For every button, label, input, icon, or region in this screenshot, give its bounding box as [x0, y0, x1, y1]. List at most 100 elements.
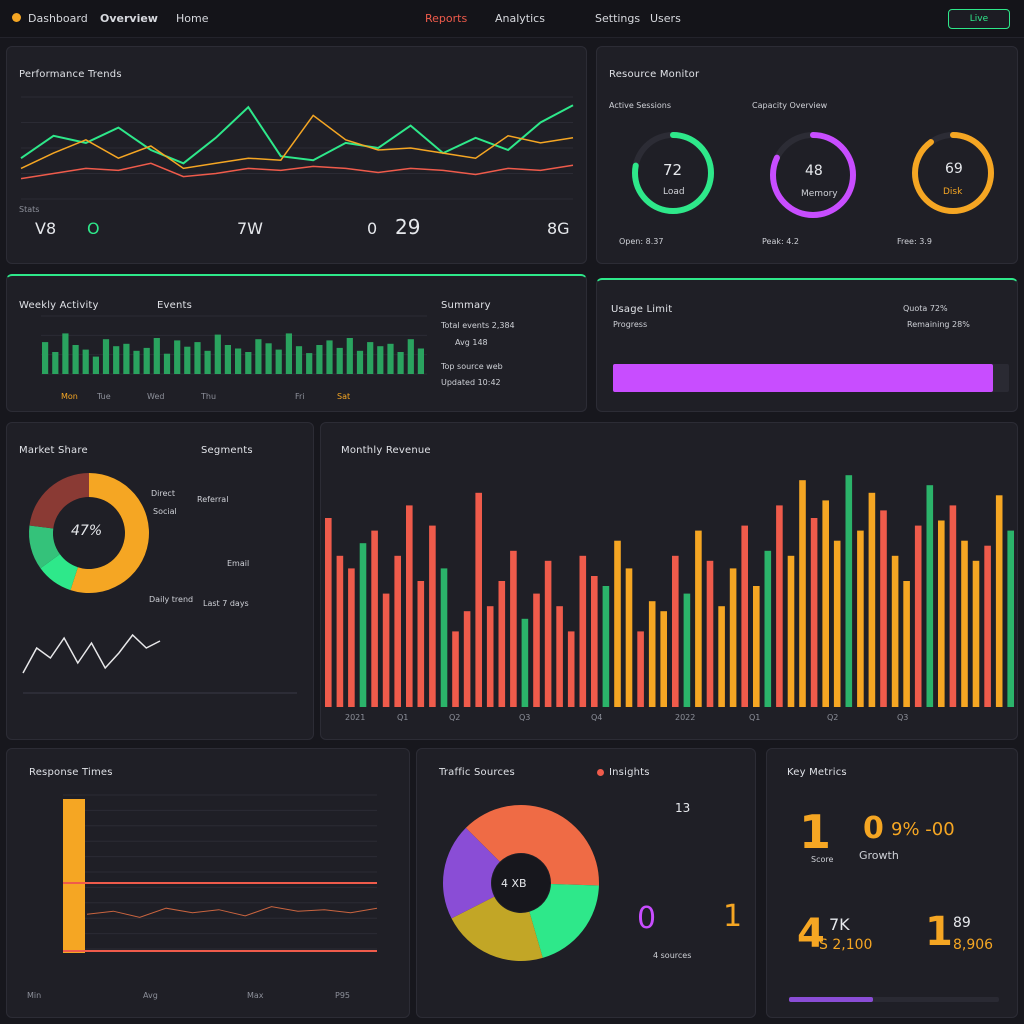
activity-bar [184, 346, 191, 374]
activity-summary-line-1: Total events 2,384 [441, 321, 515, 330]
revenue-bar [475, 492, 482, 707]
revenue-xlabel-4: Q3 [519, 713, 531, 722]
activity-bar [62, 333, 69, 374]
revenue-bar [706, 560, 714, 707]
revenue-bar [348, 568, 355, 707]
gauge-1-label: Load [663, 187, 685, 197]
donut-panel-title: Market Share [19, 445, 88, 456]
activity-bar [113, 346, 120, 374]
activity-panel: Weekly Activity Events Summary Total eve… [6, 274, 587, 412]
activity-summary-line-3: Top source web [441, 362, 503, 371]
revenue-bar [637, 631, 644, 707]
nav-analytics[interactable]: Analytics [495, 12, 545, 25]
revenue-bar [857, 530, 864, 707]
revenue-xlabel-7: Q1 [749, 713, 761, 722]
revenue-panel-title: Monthly Revenue [341, 445, 431, 456]
revenue-bar [510, 550, 517, 707]
activity-bar [326, 340, 333, 374]
donut-mini-note: Last 7 days [203, 599, 249, 608]
activity-xlabel-4: Thu [201, 392, 217, 401]
revenue-panel: Monthly Revenue 2021 Q1 Q2 Q3 Q4 2022 Q1… [320, 422, 1018, 740]
activity-bar [42, 342, 49, 374]
traffic-badge: Insights [609, 767, 650, 778]
revenue-bar [336, 555, 344, 707]
revenue-bar [533, 593, 540, 707]
activity-bar [316, 345, 323, 374]
activity-xlabel-6: Sat [337, 392, 351, 401]
activity-bar [336, 347, 343, 374]
nav-users[interactable]: Users [650, 12, 681, 25]
revenue-bar [394, 555, 401, 707]
gauges-center-label: Capacity Overview [752, 101, 828, 110]
revenue-bar [949, 505, 957, 707]
page-title: Overview [100, 12, 158, 25]
gauges-panel-title: Resource Monitor [609, 69, 700, 80]
revenue-bar [382, 593, 390, 707]
revenue-bar [429, 525, 436, 707]
progress-panel: Usage Limit Progress Quota 72% Remaining… [596, 278, 1018, 412]
kpi-mid-c: 7K [829, 915, 850, 934]
top-bar: Dashboard Overview Home Reports Analytic… [0, 0, 1024, 38]
response-footer-2: Avg [143, 991, 158, 1000]
activity-bar [224, 345, 231, 374]
progress-panel-title: Usage Limit [611, 304, 673, 315]
activity-bar [245, 352, 252, 374]
nav-settings[interactable]: Settings [595, 12, 641, 25]
gauges-rings [632, 132, 994, 218]
response-line [86, 906, 378, 918]
revenue-bar [463, 611, 471, 707]
activity-bar [174, 340, 181, 374]
revenue-bar [833, 540, 841, 707]
revenue-bar [359, 543, 367, 707]
trend-series-line [20, 162, 574, 180]
revenue-bar [1007, 530, 1014, 707]
activity-bar [356, 350, 364, 374]
live-status-button[interactable]: Live [948, 9, 1010, 29]
progress-subtitle: Progress [613, 320, 648, 329]
donut-slice [28, 525, 60, 569]
trend-stat-3: 7W [237, 219, 263, 238]
activity-bar [235, 348, 242, 374]
response-highlight-bar [63, 799, 85, 953]
activity-bar [163, 353, 171, 374]
gauge-2-value: 48 [805, 163, 823, 179]
activity-xlabel-5: Fri [295, 392, 305, 401]
response-panel: Response Times Min Avg Max P95 [6, 748, 410, 1018]
kpi-mid-d: 89 [953, 915, 971, 931]
activity-chart [41, 315, 427, 375]
traffic-pie-hole [492, 854, 550, 912]
kpi-progress-track [789, 997, 999, 1002]
revenue-bar [486, 606, 494, 707]
traffic-kpi-a: 0 [637, 901, 657, 936]
revenue-bar [776, 505, 783, 707]
revenue-xlabel-3: Q2 [449, 713, 461, 722]
revenue-bar [972, 560, 980, 707]
trend-panel: Performance Trends Stats V8 O 7W 0 29 8G [6, 46, 587, 264]
gauge-arc [632, 132, 714, 214]
activity-bar [143, 347, 150, 374]
activity-summary-line-2: Avg 148 [455, 338, 488, 347]
donut-slice [29, 473, 89, 529]
donut-legend-3: Social [153, 507, 177, 516]
traffic-slice [451, 896, 543, 961]
gauge-3-label: Disk [943, 187, 963, 197]
logo-icon [12, 13, 21, 22]
revenue-bar [868, 492, 876, 707]
response-chart [63, 794, 378, 953]
revenue-bar [810, 518, 818, 707]
kpi-big-b: 0 [863, 811, 884, 846]
nav-home[interactable]: Home [176, 12, 209, 25]
revenue-bar [891, 555, 899, 707]
gauge-3-value: 69 [945, 161, 963, 177]
trend-stats-label: Stats [19, 205, 40, 214]
revenue-bar [822, 500, 829, 707]
revenue-bar [961, 540, 968, 707]
kpi-panel: Key Metrics 1 Score 0 9% -00 Growth 4 7K… [766, 748, 1018, 1018]
response-footer-4: P95 [335, 991, 351, 1000]
revenue-bar [799, 480, 806, 707]
revenue-xlabel-2: Q1 [397, 713, 409, 722]
revenue-bar [741, 525, 748, 707]
kpi-sub-b: Growth [859, 849, 899, 862]
nav-reports[interactable]: Reports [425, 12, 468, 25]
traffic-pie-chart [443, 805, 599, 961]
